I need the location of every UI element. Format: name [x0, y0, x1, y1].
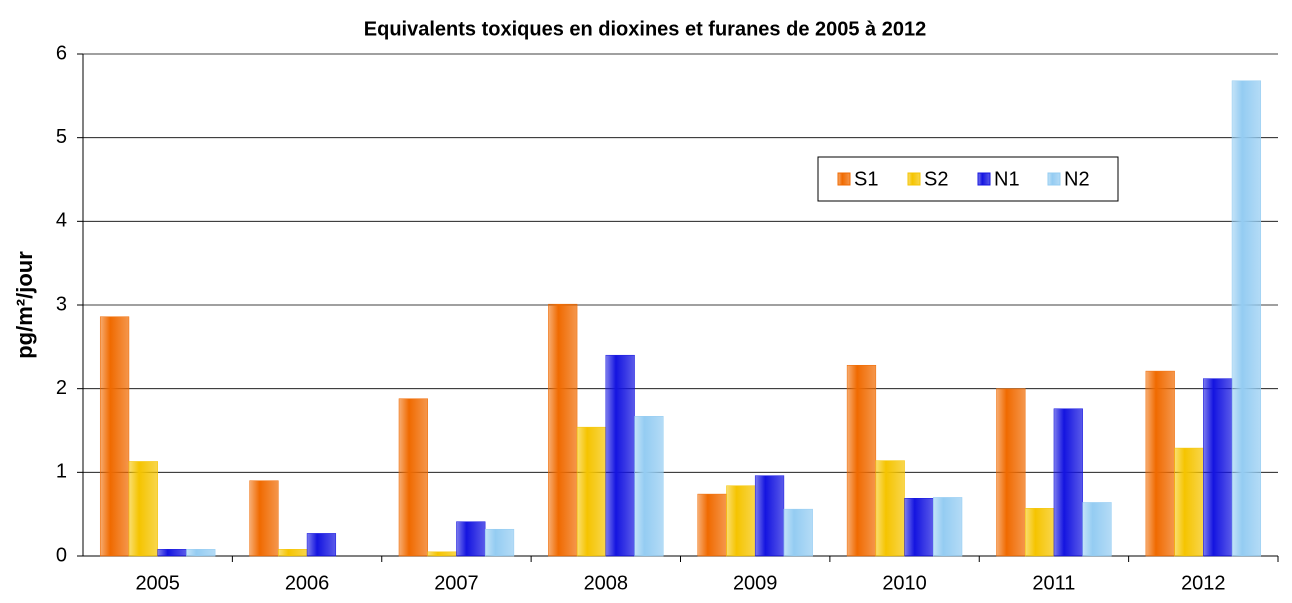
x-tick-label: 2006	[285, 572, 330, 594]
x-tick-label: 2010	[882, 572, 927, 594]
bar	[186, 549, 216, 557]
legend: S1 S2 N1 N2	[817, 156, 1119, 202]
bar	[726, 485, 756, 557]
bar	[128, 461, 158, 557]
bar	[1203, 378, 1233, 557]
legend-swatch	[837, 172, 851, 186]
x-tick-label: 2008	[584, 572, 629, 594]
bar	[1145, 370, 1175, 557]
bar	[754, 475, 785, 557]
y-tick-label: 1	[56, 461, 67, 483]
y-tick-label: 5	[56, 126, 67, 148]
x-tick-label: 2005	[135, 572, 180, 594]
y-axis-label: pg/m²/jour	[12, 251, 37, 359]
bar	[157, 549, 187, 557]
bar	[1024, 508, 1055, 557]
y-tick-label: 6	[56, 42, 67, 64]
x-tick-label: 2011	[1032, 572, 1075, 594]
bar	[99, 316, 130, 557]
x-tick-label: 2012	[1181, 572, 1226, 594]
y-tick-label: 0	[56, 544, 67, 566]
bar	[427, 551, 457, 557]
bar	[398, 398, 428, 557]
x-tick-label: 2009	[733, 572, 778, 594]
bar	[933, 497, 963, 557]
bar	[605, 354, 635, 557]
legend-label: S1	[854, 168, 878, 190]
bar	[548, 303, 578, 557]
bar	[904, 498, 934, 557]
legend-box	[817, 156, 1119, 202]
y-tick-label: 4	[56, 210, 67, 232]
legend-swatch	[907, 172, 921, 186]
y-tick-label: 2	[56, 377, 67, 399]
x-tick-label: 2007	[434, 572, 479, 594]
legend-label: N1	[994, 168, 1020, 190]
bar	[846, 364, 877, 557]
bar	[634, 416, 664, 557]
bar	[576, 426, 607, 557]
bar	[875, 460, 905, 557]
legend-swatch	[1047, 172, 1061, 186]
bar	[783, 508, 813, 557]
y-tick-label: 3	[56, 293, 67, 315]
bar	[1082, 502, 1112, 557]
bar	[306, 533, 337, 557]
bar	[484, 528, 515, 557]
chart-title: Equivalents toxiques en dioxines et fura…	[364, 18, 926, 40]
bar	[697, 493, 727, 557]
bar	[1174, 447, 1204, 557]
legend-swatch	[977, 172, 991, 186]
bar	[278, 549, 308, 557]
bar	[1053, 408, 1083, 557]
bar	[456, 521, 486, 557]
legend-label: N2	[1064, 168, 1090, 190]
legend-label: S2	[924, 168, 948, 190]
bar	[996, 388, 1026, 557]
bar	[249, 480, 279, 557]
bar	[1231, 80, 1262, 557]
